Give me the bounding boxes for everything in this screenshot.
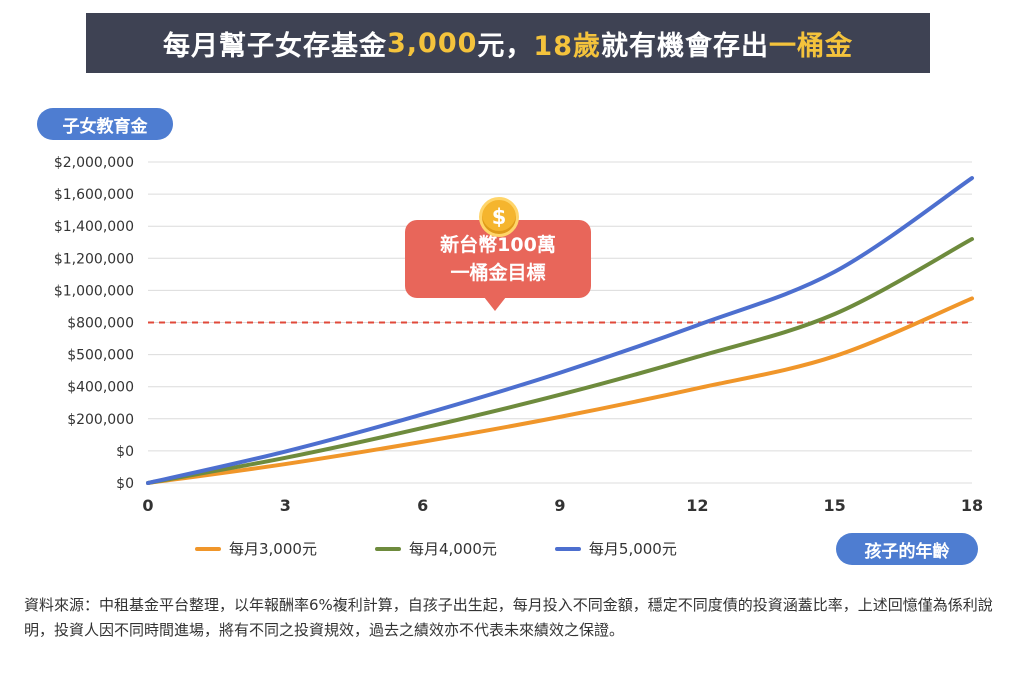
x-tick-label: 15 bbox=[824, 496, 846, 515]
legend-label-5000: 每月5,000元 bbox=[588, 540, 677, 558]
y-tick-label: $200,000 bbox=[67, 412, 134, 428]
x-tick-label: 18 bbox=[961, 496, 983, 515]
target-callout: 新台幣100萬 一桶金目標 bbox=[405, 220, 591, 298]
series-line-3000 bbox=[146, 296, 974, 485]
y-axis-label: 子女教育金 bbox=[37, 108, 173, 140]
dollar-coin-icon: $ bbox=[479, 197, 519, 237]
legend-label-3000: 每月3,000元 bbox=[229, 540, 317, 558]
y-tick-label: $0 bbox=[116, 476, 134, 492]
x-tick-label: 6 bbox=[417, 496, 428, 515]
title-part1: 每月幫子女存基金 bbox=[163, 30, 387, 62]
y-tick-label: $800,000 bbox=[67, 316, 134, 332]
x-tick-label: 3 bbox=[280, 496, 291, 515]
legend-swatch-4000 bbox=[374, 546, 401, 551]
x-tick-label: 0 bbox=[142, 496, 153, 515]
y-tick-label: $2,000,000 bbox=[54, 155, 134, 171]
x-axis-label: 孩子的年齡 bbox=[836, 533, 978, 565]
callout-line2: 一桶金目標 bbox=[450, 262, 546, 284]
x-tick-label: 9 bbox=[554, 496, 565, 515]
callout-line1: 新台幣100萬 bbox=[440, 234, 556, 256]
legend-label-4000: 每月4,000元 bbox=[408, 540, 497, 558]
title-goal: 一桶金 bbox=[768, 30, 853, 62]
y-tick-label: $1,000,000 bbox=[54, 283, 134, 299]
legend-item-5000: 每月5,000元 bbox=[554, 538, 677, 559]
y-tick-label: $400,000 bbox=[67, 380, 134, 396]
callout-tail bbox=[484, 297, 506, 311]
data-source-footnote: 資料來源：中租基金平台整理，以年報酬率6%複利計算，自孩子出生起，每月投入不同金… bbox=[24, 596, 993, 639]
legend-item-3000: 每月3,000元 bbox=[195, 538, 317, 559]
y-tick-label: $1,400,000 bbox=[54, 219, 134, 235]
y-tick-label: $1,200,000 bbox=[54, 251, 134, 267]
title-part3: 就有機會存出 bbox=[600, 30, 769, 62]
title-part2: 元， bbox=[477, 30, 534, 62]
chart-legend: 每月3,000元 每月4,000元 每月5,000元 bbox=[195, 538, 677, 559]
series-line-4000 bbox=[146, 237, 974, 485]
y-tick-label: $1,600,000 bbox=[54, 187, 134, 203]
x-tick-label: 12 bbox=[686, 496, 708, 515]
title-age: 18歲 bbox=[533, 30, 601, 62]
series-line-5000 bbox=[146, 176, 974, 485]
y-tick-label: $0 bbox=[116, 444, 134, 460]
legend-item-4000: 每月4,000元 bbox=[374, 538, 497, 559]
title-amount: 3,000 bbox=[387, 27, 478, 59]
chart-title: 每月幫子女存基金 3,000 元， 18歲 就有機會存出 一桶金 bbox=[86, 13, 930, 73]
legend-swatch-3000 bbox=[195, 546, 221, 551]
y-tick-label: $500,000 bbox=[67, 348, 134, 364]
legend-swatch-5000 bbox=[554, 546, 581, 551]
